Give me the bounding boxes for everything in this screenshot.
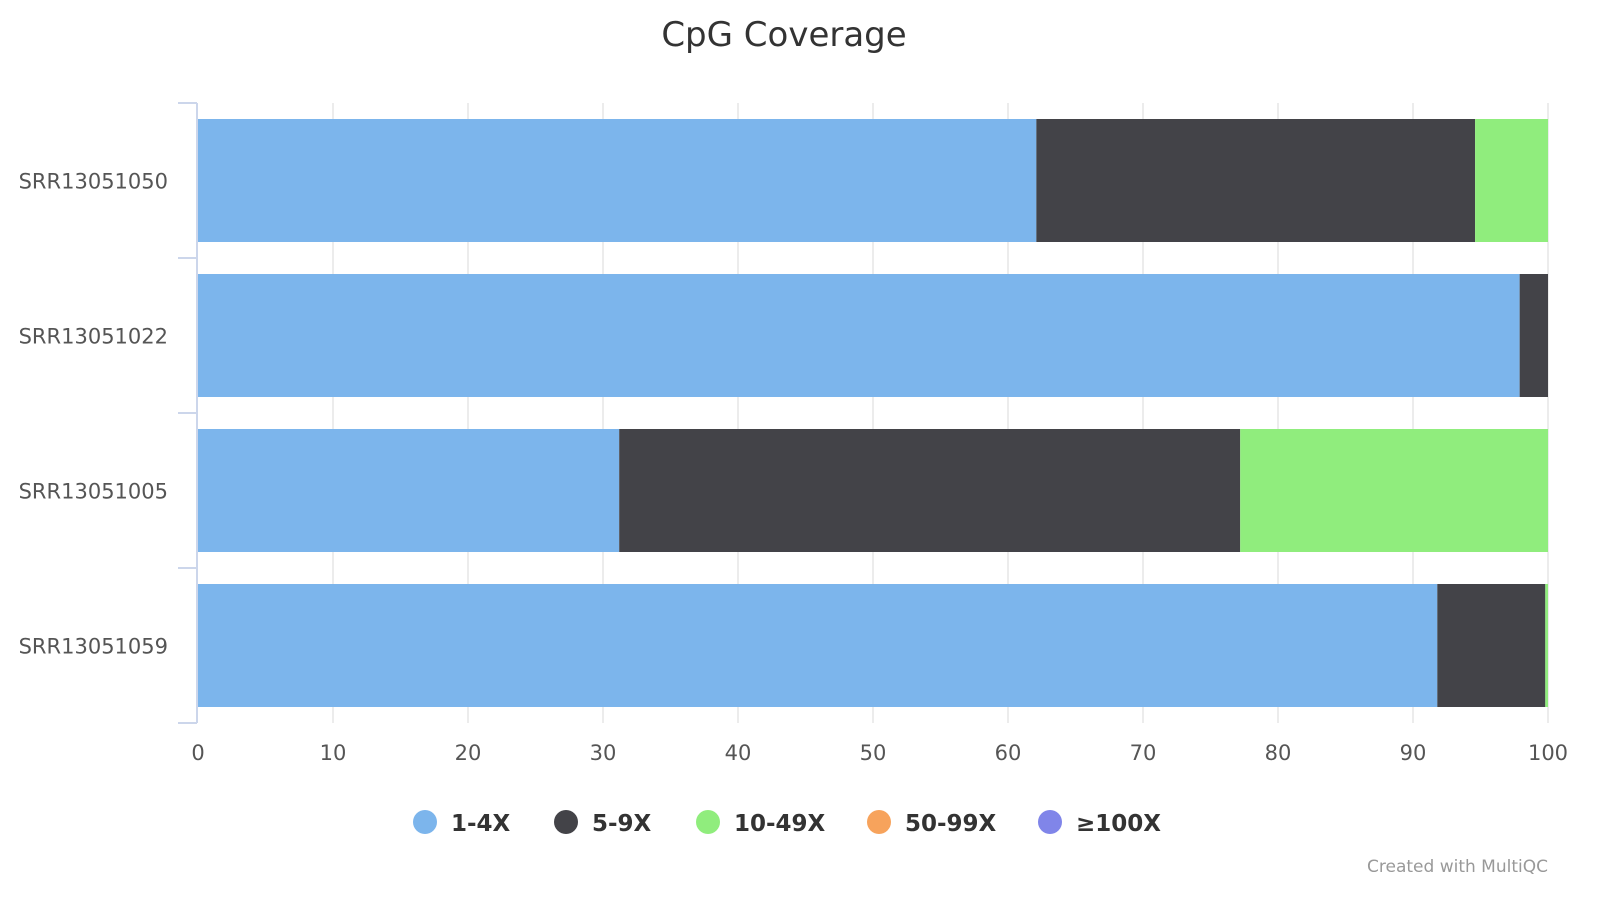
category-label: SRR13051022 [19, 325, 168, 349]
x-tick-label: 90 [1400, 741, 1427, 765]
legend-label: 50-99X [905, 811, 997, 837]
bar-segment-1-1[interactable] [1519, 274, 1548, 397]
legend-marker [554, 810, 578, 834]
x-tick-label: 80 [1265, 741, 1292, 765]
legend: 1-4X 5-9X 10-49X 50-99X ≥100X [413, 810, 1161, 837]
x-tick-label: 50 [860, 741, 887, 765]
x-tick-label: 20 [455, 741, 482, 765]
legend-marker [1038, 810, 1062, 834]
x-tick-label: 40 [725, 741, 752, 765]
x-tick-label: 10 [320, 741, 347, 765]
legend-item[interactable]: 1-4X [413, 810, 511, 837]
legend-marker [867, 810, 891, 834]
bar-segment-2-3[interactable] [1545, 584, 1548, 707]
legend-item[interactable]: 5-9X [554, 810, 652, 837]
x-tick-label: 100 [1528, 741, 1568, 765]
legend-label: 1-4X [451, 811, 511, 837]
category-label: SRR13051005 [19, 480, 168, 504]
bar-segment-2-2[interactable] [1240, 429, 1548, 552]
category-label: SRR13051050 [19, 170, 168, 194]
x-tick-label: 70 [1130, 741, 1157, 765]
bar-segment-1-0[interactable] [1036, 119, 1476, 242]
x-tick-label: 0 [191, 741, 204, 765]
credit-text[interactable]: Created with MultiQC [1367, 857, 1548, 877]
legend-item[interactable]: 50-99X [867, 810, 997, 837]
legend-marker [696, 810, 720, 834]
bar-segment-1-2[interactable] [619, 429, 1241, 552]
plot-area [198, 119, 1548, 707]
legend-label: ≥100X [1076, 811, 1161, 837]
x-tick-label: 30 [590, 741, 617, 765]
legend-item[interactable]: 10-49X [696, 810, 826, 837]
bar-segment-1-3[interactable] [1437, 584, 1546, 707]
chart-title: CpG Coverage [661, 15, 906, 55]
x-tick-label: 60 [995, 741, 1022, 765]
legend-label: 10-49X [734, 811, 826, 837]
bar-segment-0-0[interactable] [198, 119, 1037, 242]
bar-segment-2-0[interactable] [1475, 119, 1548, 242]
category-label: SRR13051059 [19, 635, 168, 659]
bar-segment-0-1[interactable] [198, 274, 1520, 397]
axes: 0 10 20 30 40 50 60 70 80 90 100 SRR13051050 SRR1305… [19, 102, 1568, 765]
legend-label: 5-9X [592, 811, 652, 837]
bar-segment-0-3[interactable] [198, 584, 1438, 707]
legend-marker [413, 810, 437, 834]
legend-item[interactable]: ≥100X [1038, 810, 1161, 837]
bar-segment-0-2[interactable] [198, 429, 620, 552]
